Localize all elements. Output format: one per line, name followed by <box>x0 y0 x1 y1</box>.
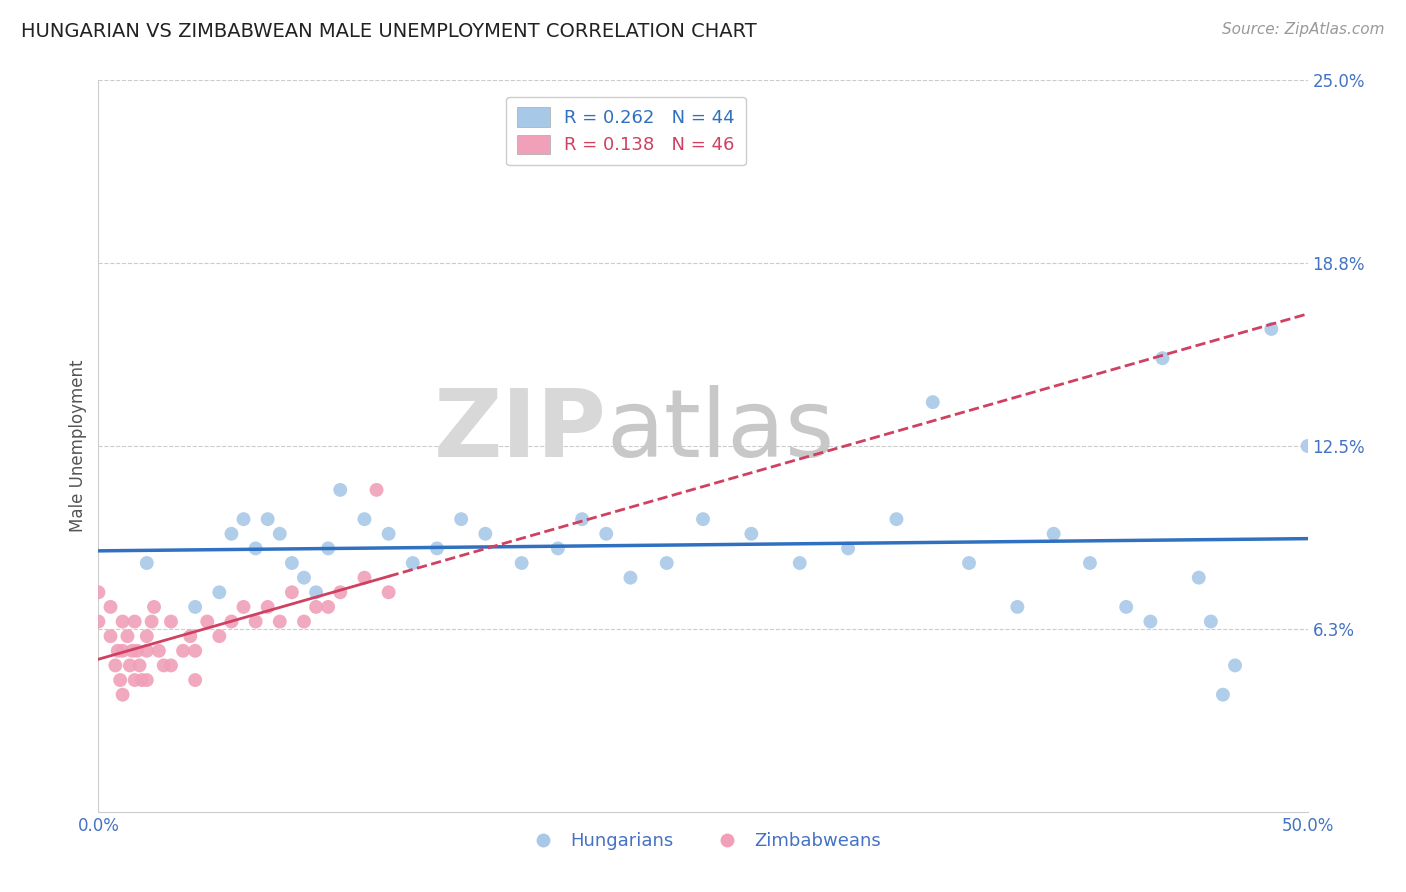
Point <box>104 658 127 673</box>
Point <box>1007 599 1029 614</box>
Point <box>100 599 122 614</box>
Point <box>1223 658 1246 673</box>
Point <box>329 585 352 599</box>
Point <box>281 556 304 570</box>
Point <box>474 526 496 541</box>
Point <box>143 599 166 614</box>
Point <box>245 615 267 629</box>
Point <box>281 585 304 599</box>
Point <box>292 615 315 629</box>
Point <box>789 556 811 570</box>
Point <box>957 556 980 570</box>
Point <box>316 599 339 614</box>
Point <box>135 556 157 570</box>
Point <box>426 541 449 556</box>
Point <box>135 644 157 658</box>
Point <box>1139 615 1161 629</box>
Point <box>208 585 231 599</box>
Point <box>148 644 170 658</box>
Point <box>740 526 762 541</box>
Point <box>1199 615 1222 629</box>
Point <box>221 526 243 541</box>
Point <box>305 585 328 599</box>
Text: Source: ZipAtlas.com: Source: ZipAtlas.com <box>1222 22 1385 37</box>
Point <box>1152 351 1174 366</box>
Point <box>111 688 134 702</box>
Point <box>152 658 174 673</box>
Point <box>87 585 110 599</box>
Point <box>1078 556 1101 570</box>
Point <box>547 541 569 556</box>
Point <box>111 644 134 658</box>
Point <box>353 512 375 526</box>
Point <box>256 512 278 526</box>
Point <box>179 629 201 643</box>
Point <box>921 395 943 409</box>
Point <box>111 615 134 629</box>
Point <box>1260 322 1282 336</box>
Point <box>128 658 150 673</box>
Point <box>117 629 139 643</box>
Point <box>118 658 141 673</box>
Text: HUNGARIAN VS ZIMBABWEAN MALE UNEMPLOYMENT CORRELATION CHART: HUNGARIAN VS ZIMBABWEAN MALE UNEMPLOYMEN… <box>21 22 756 41</box>
Point <box>316 541 339 556</box>
Point <box>837 541 859 556</box>
Point <box>121 644 143 658</box>
Point <box>160 658 183 673</box>
Point <box>269 615 291 629</box>
Point <box>1212 688 1234 702</box>
Point <box>1115 599 1137 614</box>
Point <box>87 615 110 629</box>
Point <box>1042 526 1064 541</box>
Point <box>353 571 375 585</box>
Point <box>124 615 146 629</box>
Point <box>571 512 593 526</box>
Point <box>184 599 207 614</box>
Point <box>1296 439 1319 453</box>
Point <box>135 629 157 643</box>
Y-axis label: Male Unemployment: Male Unemployment <box>69 359 87 533</box>
Point <box>655 556 678 570</box>
Point <box>172 644 194 658</box>
Point <box>292 571 315 585</box>
Point <box>100 629 122 643</box>
Point <box>135 673 157 687</box>
Text: ZIP: ZIP <box>433 385 606 477</box>
Text: atlas: atlas <box>606 385 835 477</box>
Point <box>124 673 146 687</box>
Point <box>402 556 425 570</box>
Point <box>232 512 254 526</box>
Point <box>1188 571 1211 585</box>
Point <box>305 599 328 614</box>
Point <box>269 526 291 541</box>
Point <box>160 615 183 629</box>
Point <box>619 571 641 585</box>
Point <box>107 644 129 658</box>
Point <box>692 512 714 526</box>
Point <box>127 644 149 658</box>
Point <box>108 673 131 687</box>
Legend: Hungarians, Zimbabweans: Hungarians, Zimbabweans <box>517 825 889 857</box>
Point <box>141 615 163 629</box>
Point <box>595 526 617 541</box>
Point <box>377 585 399 599</box>
Point <box>886 512 908 526</box>
Point <box>245 541 267 556</box>
Point <box>221 615 243 629</box>
Point <box>131 673 153 687</box>
Point <box>256 599 278 614</box>
Point <box>232 599 254 614</box>
Point <box>377 526 399 541</box>
Point <box>510 556 533 570</box>
Point <box>208 629 231 643</box>
Point <box>184 673 207 687</box>
Point <box>450 512 472 526</box>
Point <box>329 483 352 497</box>
Point <box>195 615 218 629</box>
Point <box>184 644 207 658</box>
Point <box>366 483 388 497</box>
